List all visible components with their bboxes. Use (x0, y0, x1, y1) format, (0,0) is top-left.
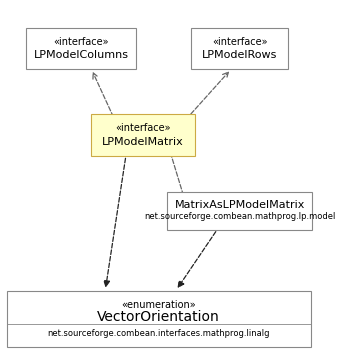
Text: MatrixAsLPModelMatrix: MatrixAsLPModelMatrix (175, 199, 305, 210)
Text: «interface»: «interface» (53, 37, 109, 47)
Text: LPModelMatrix: LPModelMatrix (102, 137, 184, 147)
Text: net.sourceforge.combean.mathprog.lp.model: net.sourceforge.combean.mathprog.lp.mode… (144, 212, 335, 221)
Text: LPModelColumns: LPModelColumns (33, 50, 129, 60)
Text: LPModelRows: LPModelRows (202, 50, 277, 60)
FancyBboxPatch shape (191, 28, 288, 69)
Text: VectorOrientation: VectorOrientation (97, 310, 220, 324)
FancyBboxPatch shape (26, 28, 136, 69)
Text: «interface»: «interface» (116, 123, 171, 133)
Text: «interface»: «interface» (212, 37, 267, 47)
FancyBboxPatch shape (7, 291, 310, 346)
FancyBboxPatch shape (91, 114, 195, 156)
Text: «enumeration»: «enumeration» (121, 300, 196, 310)
Text: net.sourceforge.combean.interfaces.mathprog.linalg: net.sourceforge.combean.interfaces.mathp… (48, 329, 270, 338)
FancyBboxPatch shape (167, 192, 312, 230)
